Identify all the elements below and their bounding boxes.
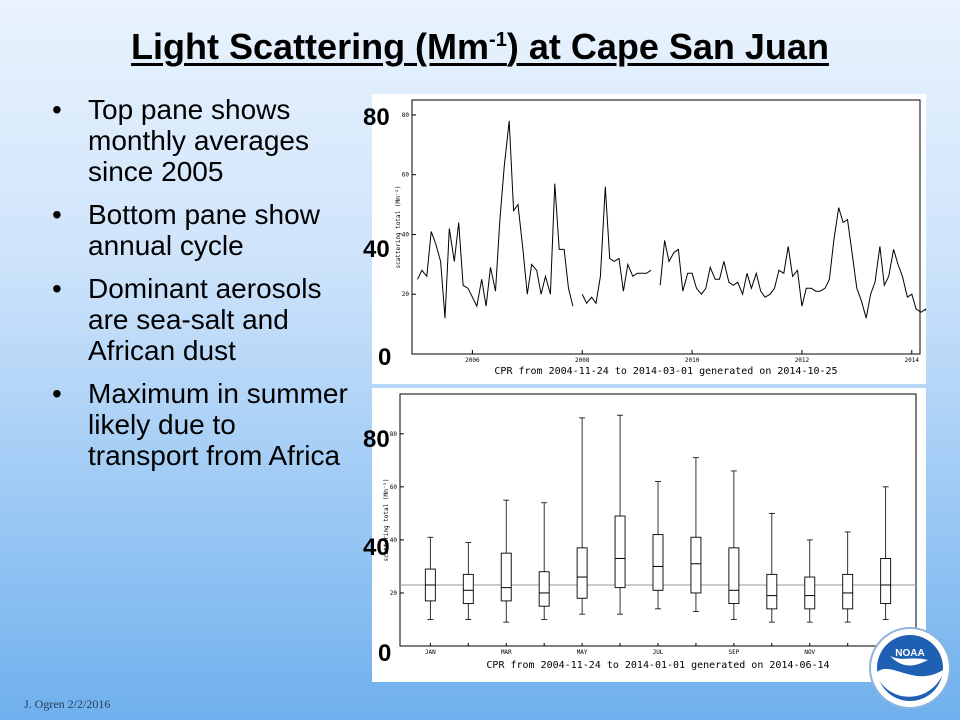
title-main: Light Scattering (Mm	[131, 26, 490, 67]
title-tail: ) at Cape San Juan	[506, 26, 829, 67]
y-tick-label: 40	[390, 537, 398, 544]
x-tick-label: MAR	[501, 649, 512, 656]
box-iqr	[500, 552, 512, 602]
box-iqr	[804, 576, 816, 610]
series-line-segment	[659, 207, 931, 319]
x-tick-label: 2012	[795, 357, 810, 364]
top-chart-panel: 20 40 60 80 2006 2008 2010 2012 2014 scattering t…	[372, 94, 931, 384]
bullet-list: Top pane shows monthly averages since 20…	[50, 94, 350, 483]
y-tick-label: 60	[390, 484, 398, 491]
box-iqr	[652, 534, 664, 591]
y-tick-label: 40	[402, 231, 410, 238]
x-tick-label: MAY	[577, 649, 588, 656]
noaa-logo-text: NOAA	[895, 648, 924, 659]
box-iqr	[462, 573, 474, 605]
box-iqr	[690, 536, 702, 594]
x-tick-label: 2008	[575, 357, 590, 364]
x-tick-label: NOV	[804, 649, 815, 656]
box-iqr	[538, 571, 550, 607]
box-iqr	[728, 547, 740, 605]
title-superscript: -1	[489, 29, 507, 51]
y-tick-label: 20	[402, 291, 410, 298]
y-tick-label: 80	[390, 431, 398, 438]
x-tick-label: 2014	[905, 357, 920, 364]
x-tick-label: 2010	[685, 357, 700, 364]
bullet-item: Maximum in summer likely due to transpor…	[50, 378, 350, 471]
bullet-item: Bottom pane show annual cycle	[50, 199, 350, 261]
box-iqr	[766, 573, 778, 610]
series-line-segment	[581, 186, 652, 305]
box-iqr	[576, 547, 588, 599]
chart-caption: CPR from 2004-11-24 to 2014-01-01 genera…	[486, 660, 829, 671]
x-tick-label: 2006	[465, 357, 480, 364]
bullet-item: Top pane shows monthly averages since 20…	[50, 94, 350, 187]
bottom-chart-panel: 20 40 60 80 scattering total (Mm⁻¹) JAN MAR MAY…	[372, 388, 926, 682]
noaa-logo: NOAA	[869, 627, 951, 709]
annual-cycle-box-chart: 20 40 60 80 scattering total (Mm⁻¹) JAN MAR MAY…	[383, 393, 917, 671]
footer-credit: J. Ogren 2/2/2016	[24, 697, 111, 711]
y-tick-label: 20	[390, 590, 398, 597]
x-tick-label: JAN	[425, 649, 436, 656]
x-tick-label: SEP	[728, 649, 739, 656]
top-y-label-0: 0	[378, 344, 392, 371]
box-iqr	[880, 558, 892, 605]
chart-caption: CPR from 2004-11-24 to 2014-03-01 genera…	[494, 366, 837, 377]
box-iqr	[842, 573, 854, 610]
plot-frame	[411, 99, 921, 355]
x-tick-label: JUL	[653, 649, 664, 656]
y-tick-label: 80	[402, 112, 410, 119]
bottom-y-label-80: 80	[363, 426, 390, 453]
y-tick-label: 60	[402, 172, 410, 179]
bullet-item: Dominant aerosols are sea-salt and Afric…	[50, 273, 350, 366]
bottom-y-label-40: 40	[363, 534, 390, 561]
top-y-label-40: 40	[363, 236, 390, 263]
monthly-line-chart: 20 40 60 80 2006 2008 2010 2012 2014 scattering t…	[395, 99, 931, 377]
y-axis-label: scattering total (Mm⁻¹)	[383, 478, 390, 561]
bottom-y-label-0: 0	[378, 640, 392, 667]
series-line-segment	[417, 120, 574, 319]
slide-title: Light Scattering (Mm-1) at Cape San Juan	[0, 26, 960, 68]
y-axis-label: scattering total (Mm⁻¹)	[395, 185, 402, 268]
box-iqr	[614, 515, 626, 589]
top-y-label-80: 80	[363, 104, 390, 131]
